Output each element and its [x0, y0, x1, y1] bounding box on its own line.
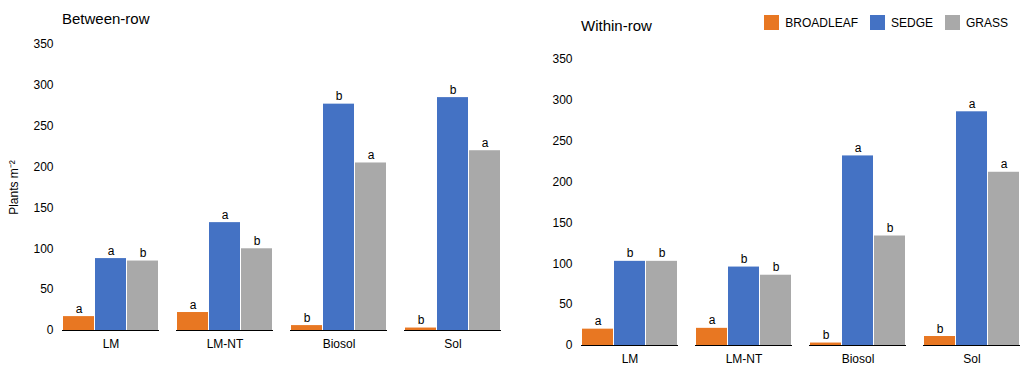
- html-text:Between-row: Between-row: [62, 9, 150, 27]
- svg-text:250: 250: [33, 119, 53, 133]
- svg-text:b: b: [741, 252, 748, 266]
- svg-text:a: a: [222, 208, 229, 222]
- svg-text:LM: LM: [622, 352, 639, 366]
- svg-text:a: a: [969, 97, 976, 111]
- html-text:BROADLEAF: BROADLEAF: [785, 15, 858, 30]
- svg-text:Sol: Sol: [963, 352, 980, 366]
- svg-text:0: 0: [566, 338, 573, 352]
- svg-text:b: b: [418, 313, 425, 327]
- svg-text:b: b: [659, 246, 666, 260]
- svg-text:150: 150: [33, 201, 53, 215]
- svg-text:b: b: [450, 83, 457, 97]
- svg-text:a: a: [368, 148, 375, 162]
- svg-text:a: a: [1001, 157, 1008, 171]
- svg-text:300: 300: [552, 93, 572, 107]
- svg-text:a: a: [76, 302, 83, 316]
- svg-text:200: 200: [552, 175, 572, 189]
- svg-text:a: a: [482, 136, 489, 150]
- svg-text:b: b: [304, 311, 311, 325]
- svg-text:Sol: Sol: [444, 337, 461, 351]
- svg-text:a: a: [709, 313, 716, 327]
- svg-text:100: 100: [33, 242, 53, 256]
- svg-text:0: 0: [47, 323, 54, 337]
- svg-text:Plants m⁻²: Plants m⁻²: [7, 160, 21, 215]
- html-text:Within-row: Within-row: [581, 17, 652, 34]
- svg-text:50: 50: [40, 282, 54, 296]
- svg-text:350: 350: [33, 37, 53, 51]
- svg-text:100: 100: [552, 257, 572, 271]
- svg-text:50: 50: [559, 297, 573, 311]
- svg-text:a: a: [855, 141, 862, 155]
- html-text:SEDGE: SEDGE: [891, 15, 933, 30]
- svg-text:b: b: [937, 322, 944, 336]
- svg-text:a: a: [595, 314, 602, 328]
- svg-text:b: b: [336, 89, 343, 103]
- svg-text:LM: LM: [103, 337, 120, 351]
- svg-text:a: a: [190, 298, 197, 312]
- svg-text:Biosol: Biosol: [323, 337, 356, 351]
- svg-text:LM-NT: LM-NT: [726, 352, 763, 366]
- svg-text:250: 250: [552, 134, 572, 148]
- svg-text:b: b: [254, 234, 261, 248]
- svg-text:a: a: [108, 244, 115, 258]
- svg-text:b: b: [887, 221, 894, 235]
- svg-text:b: b: [823, 328, 830, 342]
- svg-text:200: 200: [33, 160, 53, 174]
- svg-text:LM-NT: LM-NT: [207, 337, 244, 351]
- svg-text:300: 300: [33, 78, 53, 92]
- svg-text:b: b: [627, 246, 634, 260]
- svg-text:150: 150: [552, 216, 572, 230]
- html-text:GRASS: GRASS: [966, 15, 1008, 30]
- svg-text:350: 350: [552, 52, 572, 66]
- svg-text:b: b: [773, 260, 780, 274]
- svg-text:Biosol: Biosol: [842, 352, 875, 366]
- svg-text:b: b: [140, 246, 147, 260]
